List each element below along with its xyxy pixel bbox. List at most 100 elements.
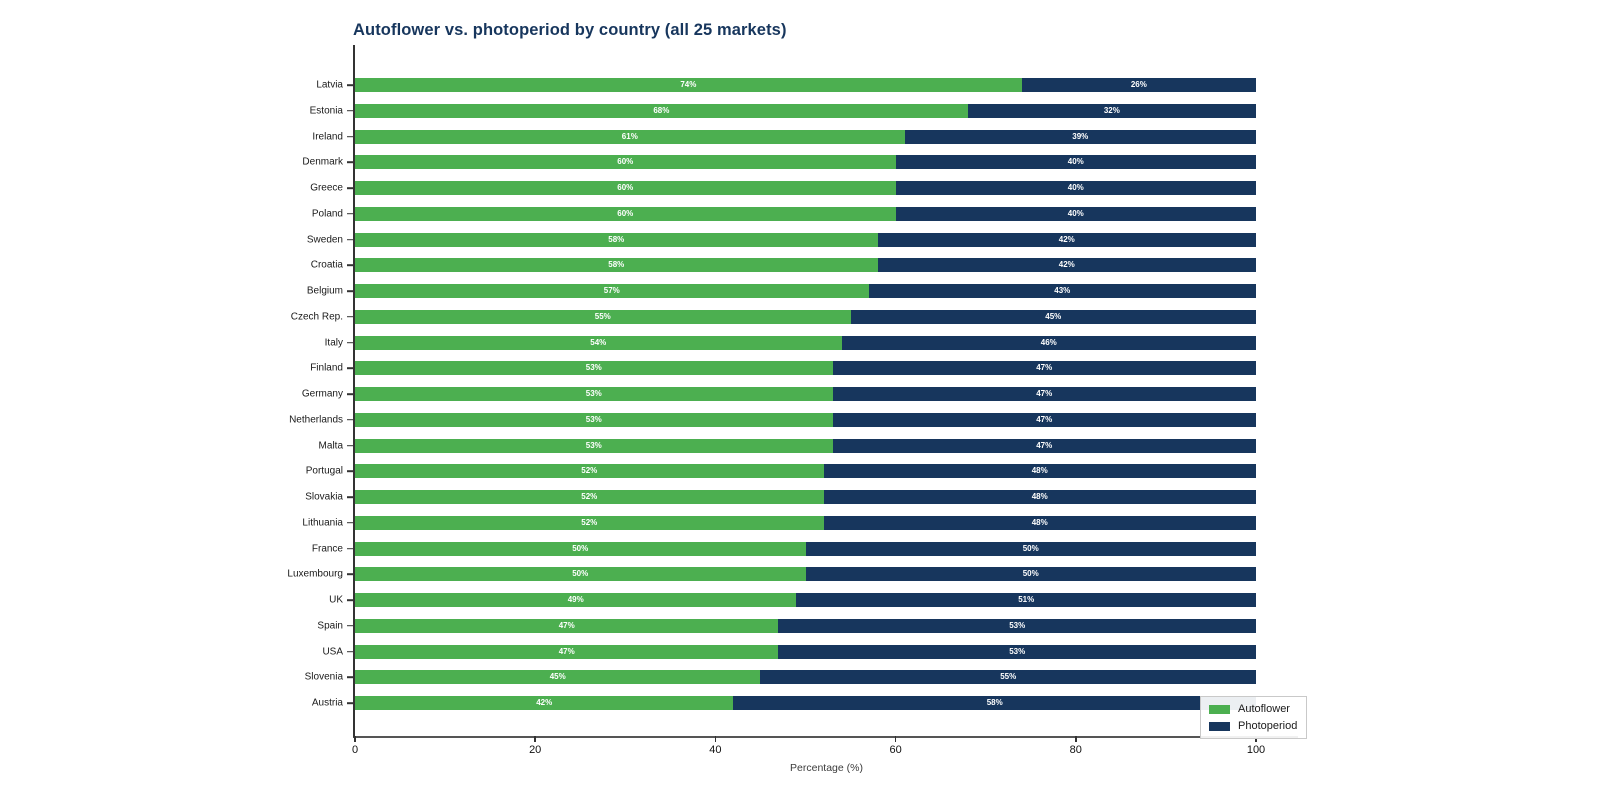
y-tick-mark	[347, 573, 353, 576]
autoflower-bar-segment: 42%	[355, 696, 734, 710]
x-tick-mark	[534, 736, 536, 742]
photoperiod-value-label: 47%	[1036, 363, 1053, 373]
country-label: Luxembourg	[287, 568, 343, 580]
photoperiod-bar-segment: 40%	[895, 206, 1256, 221]
x-tick-label: 40	[709, 744, 722, 756]
photoperiod-bar-segment: 50%	[805, 567, 1256, 582]
photoperiod-bar-segment: 39%	[904, 129, 1256, 144]
autoflower-value-label: 53%	[585, 440, 602, 450]
autoflower-bar-segment: 58%	[355, 232, 878, 247]
chart-title: Autoflower vs. photoperiod by country (a…	[353, 21, 787, 39]
autoflower-bar-segment: 53%	[355, 361, 833, 376]
bar-row: UK 49% 51%	[329, 593, 1256, 607]
photoperiod-bar-segment: 55%	[760, 670, 1256, 685]
autoflower-value-label: 50%	[572, 543, 589, 553]
country-label: Estonia	[309, 105, 343, 117]
x-tick-mark	[894, 736, 897, 742]
autoflower-value-label: 54%	[590, 337, 607, 347]
photoperiod-value-label: 47%	[1036, 414, 1053, 424]
x-axis-label: Percentage (%)	[790, 762, 863, 774]
autoflower-value-label: 60%	[617, 157, 634, 167]
bar-row: Lithuania 52% 48%	[302, 515, 1256, 530]
autoflower-legend-label: Autoflower	[1238, 703, 1290, 715]
photoperiod-bar-segment: 47%	[832, 412, 1256, 427]
country-label: Poland	[311, 208, 343, 220]
country-label: Ireland	[312, 131, 343, 142]
country-label: Latvia	[316, 79, 343, 91]
country-label: Spain	[317, 620, 343, 632]
y-tick-mark	[347, 599, 353, 601]
autoflower-legend-swatch-icon	[1209, 704, 1230, 714]
photoperiod-bar-segment: 47%	[832, 361, 1256, 376]
bar-row: Latvia 74% 26%	[316, 78, 1256, 92]
autoflower-value-label: 49%	[567, 595, 584, 604]
autoflower-bar-segment: 60%	[355, 181, 896, 195]
bar-row: France 50% 50%	[312, 541, 1256, 556]
y-tick-mark	[347, 496, 353, 498]
y-tick-mark	[347, 393, 353, 395]
bar-row: Austria 42% 58%	[312, 696, 1256, 710]
y-tick-mark	[347, 109, 353, 112]
autoflower-bar-segment: 74%	[355, 78, 1022, 92]
x-tick-label: 0	[351, 744, 359, 756]
autoflower-value-label: 74%	[680, 80, 697, 89]
autoflower-bar-segment: 53%	[355, 438, 833, 453]
photoperiod-value-label: 47%	[1036, 440, 1053, 450]
autoflower-bar-segment: 57%	[355, 284, 869, 298]
photoperiod-value-label: 26%	[1130, 80, 1147, 89]
country-label: Malta	[318, 440, 343, 451]
y-tick-mark	[347, 676, 353, 679]
y-tick-mark	[347, 290, 353, 292]
photoperiod-value-label: 48%	[1031, 466, 1048, 476]
photoperiod-value-label: 50%	[1022, 543, 1039, 553]
autoflower-value-label: 50%	[572, 569, 589, 579]
country-label: Germany	[301, 388, 343, 400]
bar-row: Netherlands 53% 47%	[289, 412, 1256, 427]
photoperiod-bar-segment: 42%	[877, 258, 1256, 273]
autoflower-value-label: 52%	[581, 466, 598, 476]
autoflower-bar-segment: 58%	[355, 258, 878, 273]
photoperiod-value-label: 42%	[1058, 260, 1075, 270]
y-tick-mark	[347, 444, 353, 447]
photoperiod-value-label: 45%	[1045, 311, 1062, 321]
autoflower-bar-segment: 52%	[355, 515, 824, 530]
photoperiod-value-label: 53%	[1009, 620, 1026, 630]
y-tick-mark	[347, 238, 353, 241]
photoperiod-bar-segment: 48%	[823, 464, 1256, 479]
photoperiod-value-label: 43%	[1054, 286, 1071, 295]
photoperiod-value-label: 32%	[1103, 105, 1120, 115]
photoperiod-value-label: 42%	[1058, 234, 1075, 244]
photoperiod-bar-segment: 26%	[1021, 78, 1256, 92]
photoperiod-legend-swatch-icon	[1209, 721, 1230, 731]
country-label: UK	[329, 594, 343, 606]
photoperiod-bar-segment: 40%	[895, 181, 1256, 195]
photoperiod-bar-segment: 47%	[832, 387, 1256, 401]
country-label: Denmark	[302, 156, 343, 168]
y-tick-mark	[347, 264, 353, 267]
photoperiod-legend-label: Photoperiod	[1238, 720, 1298, 732]
y-tick-mark	[347, 521, 353, 524]
autoflower-bar-segment: 49%	[355, 593, 797, 607]
bar-row: Ireland 61% 39%	[312, 129, 1256, 144]
photoperiod-bar-segment: 43%	[868, 284, 1256, 298]
autoflower-bar-segment: 55%	[355, 309, 851, 324]
autoflower-value-label: 58%	[608, 260, 625, 270]
y-tick-mark	[347, 341, 353, 344]
country-label: Sweden	[306, 234, 343, 245]
country-label: France	[311, 543, 343, 554]
country-label: USA	[322, 646, 343, 657]
country-label: Lithuania	[302, 517, 343, 529]
photoperiod-value-label: 55%	[1000, 672, 1017, 682]
bar-row: Denmark 60% 40%	[302, 155, 1256, 170]
bar-row: Sweden 58% 42%	[307, 232, 1256, 247]
photoperiod-bar-segment: 32%	[967, 103, 1256, 118]
x-tick-label: 100	[1246, 744, 1266, 756]
photoperiod-value-label: 40%	[1067, 157, 1084, 167]
autoflower-bar-segment: 50%	[355, 541, 806, 556]
autoflower-value-label: 57%	[603, 286, 620, 295]
photoperiod-bar-segment: 45%	[850, 309, 1256, 324]
y-tick-mark	[347, 650, 353, 653]
photoperiod-bar-segment: 47%	[832, 438, 1256, 453]
autoflower-value-label: 53%	[585, 363, 602, 373]
